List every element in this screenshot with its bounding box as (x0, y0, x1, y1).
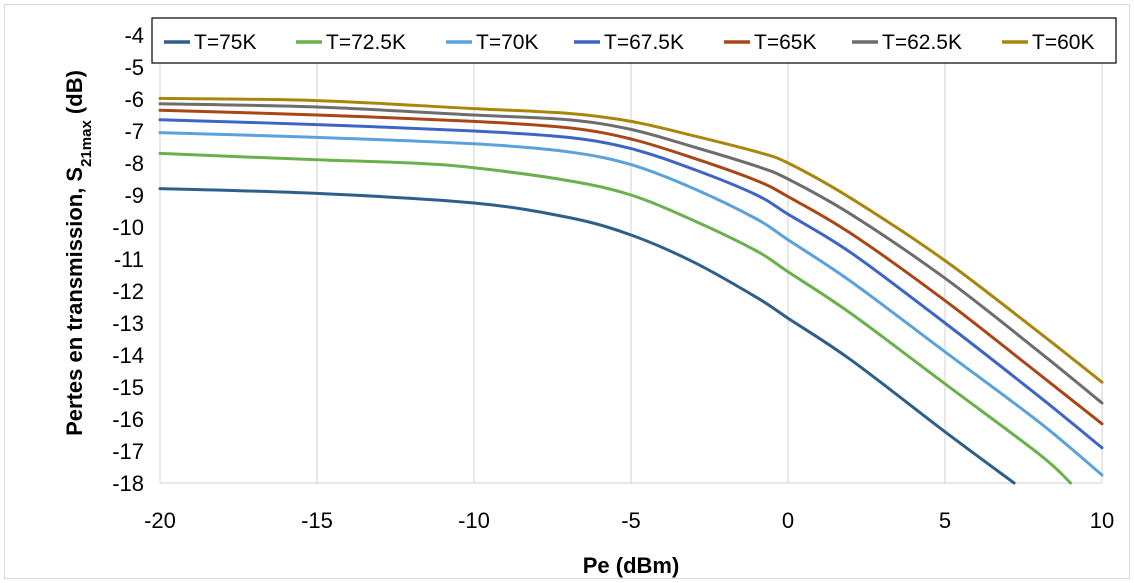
series-line-t-70k (158, 131, 1104, 477)
y-tick-label: -10 (112, 215, 144, 240)
legend-label: T=62.5K (882, 31, 962, 54)
y-tick-label: -18 (112, 471, 144, 496)
y-tick-label: -8 (124, 151, 144, 176)
series-line-t-75k (158, 187, 1016, 485)
x-tick-label: -20 (144, 508, 176, 533)
legend: T=75K T=72.5K T=70K T=67.5K T=65K T=62.5K T=60… (151, 17, 1117, 64)
legend-label: T=70K (476, 31, 538, 54)
series-line-t-72-5k (158, 151, 1073, 485)
y-axis-title-prefix: Pertes en transmission, S (62, 167, 87, 436)
series-line-t-67-5k (158, 118, 1104, 450)
y-axis-title-subscript: 21max (78, 120, 95, 167)
y-tick-label: -11 (114, 247, 144, 272)
y-tick-label: -13 (112, 311, 144, 336)
x-tick-label: 0 (782, 508, 794, 533)
series-line-t-60k (158, 96, 1104, 384)
y-tick-label: -4 (124, 23, 144, 48)
legend-label: T=65K (754, 31, 816, 54)
series-line-t-65k (158, 108, 1104, 426)
legend-label: T=60K (1032, 31, 1094, 54)
y-tick-label: -16 (112, 407, 144, 432)
y-axis-title: Pertes en transmission, S21max (dB) (62, 70, 95, 436)
series-line-t-62-5k (158, 102, 1104, 405)
y-tick-label: -17 (112, 439, 144, 464)
y-tick-label: -12 (112, 279, 144, 304)
legend-label: T=75K (194, 31, 256, 54)
y-tick-label: -7 (124, 119, 144, 144)
x-tick-label: -10 (458, 508, 490, 533)
y-tick-label: -5 (124, 55, 144, 80)
x-tick-label: -15 (301, 508, 333, 533)
legend-label: T=67.5K (604, 31, 684, 54)
y-tick-label: -6 (124, 87, 144, 112)
y-tick-label: -15 (112, 375, 144, 400)
y-tick-label: -9 (124, 183, 144, 208)
legend-label: T=72.5K (326, 31, 406, 54)
x-tick-label: 5 (939, 508, 951, 533)
x-tick-labels: -20 -15 -10 -5 0 5 10 (144, 508, 1114, 533)
y-tick-labels: -4 -5 -6 -7 -8 -9 -10 -11 -12 -13 -14 -15 -16 -17 -18 (112, 23, 144, 496)
grid-lines (159, 35, 1103, 484)
series-layer (158, 96, 1104, 485)
y-tick-label: -14 (112, 343, 144, 368)
x-tick-label: 10 (1090, 508, 1114, 533)
y-axis-title-suffix: (dB) (62, 70, 87, 120)
x-tick-label: -5 (621, 508, 641, 533)
x-axis-title: Pe (dBm) (583, 553, 680, 578)
